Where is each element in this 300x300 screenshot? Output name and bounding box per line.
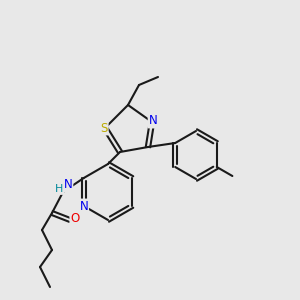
Text: N: N <box>148 115 158 128</box>
Text: S: S <box>100 122 108 134</box>
Text: N: N <box>64 178 72 191</box>
Text: N: N <box>80 200 88 212</box>
Text: H: H <box>55 184 63 194</box>
Text: O: O <box>70 212 80 224</box>
